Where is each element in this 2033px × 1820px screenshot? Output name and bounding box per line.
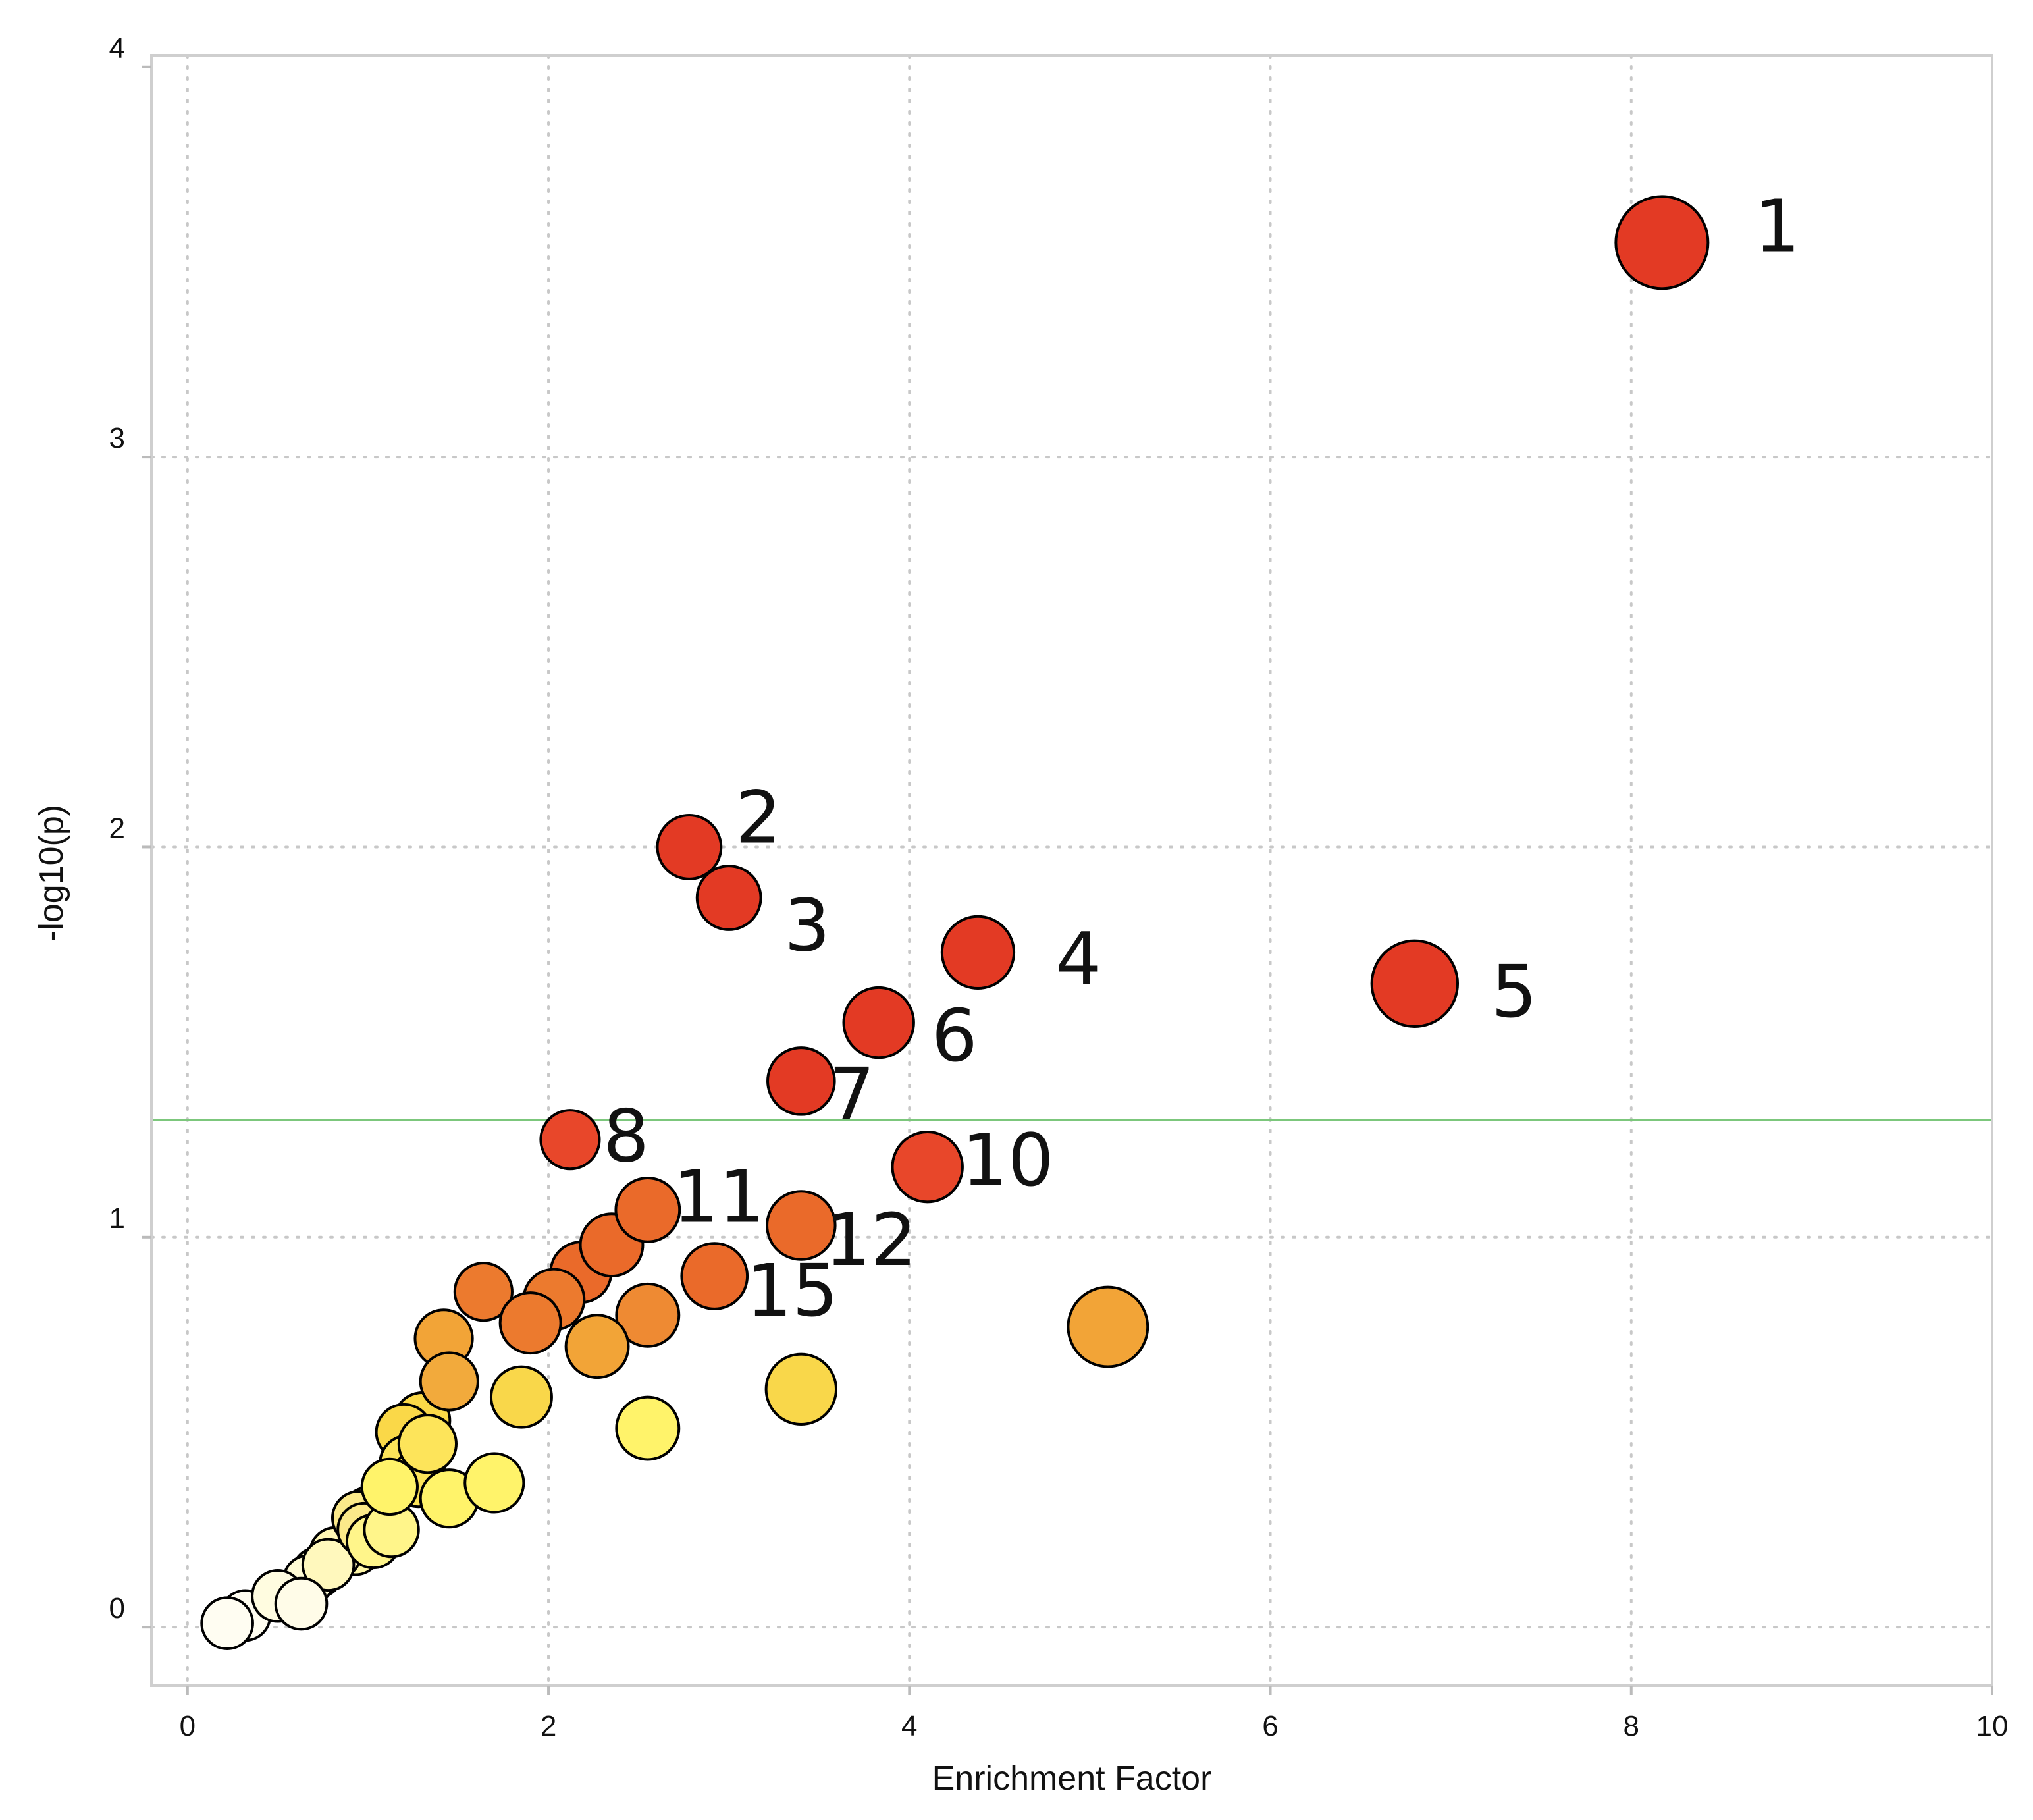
point-label-4: 4	[1055, 917, 1101, 1001]
data-point-2	[695, 865, 762, 931]
x-tick-label-5: 10	[1976, 1710, 2009, 1742]
x-axis-title: Enrichment Factor	[932, 1759, 1212, 1798]
point-label-8: 8	[603, 1094, 649, 1179]
data-point-8	[891, 1130, 964, 1204]
data-point-23	[489, 1365, 553, 1429]
data-point-15	[498, 1291, 562, 1355]
data-point-31	[463, 1452, 525, 1514]
point-label-10: 10	[962, 1118, 1054, 1202]
data-point-22	[764, 1352, 838, 1426]
data-point-30	[360, 1457, 419, 1516]
point-label-1: 1	[1754, 184, 1800, 268]
y-tick-label-1: 1	[109, 1202, 125, 1235]
x-tick-label-1: 2	[541, 1710, 556, 1742]
point-label-3: 3	[784, 883, 830, 967]
y-tick-label-2: 2	[109, 812, 125, 844]
data-point-9	[614, 1176, 681, 1243]
data-point-1	[656, 814, 723, 880]
data-point-44	[274, 1576, 329, 1631]
data-point-20	[1067, 1285, 1149, 1368]
data-points	[200, 195, 1710, 1651]
data-point-6	[766, 1046, 836, 1116]
data-point-16	[453, 1262, 514, 1322]
data-point-10	[766, 1190, 837, 1261]
y-tick-label-0: 0	[109, 1592, 125, 1624]
data-point-0	[1614, 195, 1710, 290]
x-tick-label-4: 8	[1624, 1710, 1639, 1742]
data-point-46	[200, 1596, 254, 1651]
plot-frame	[150, 54, 1993, 1687]
data-point-17	[615, 1282, 681, 1348]
data-point-27	[397, 1414, 458, 1474]
point-label-2: 2	[735, 775, 781, 859]
data-point-4	[1370, 939, 1460, 1028]
x-tick-label-3: 6	[1262, 1710, 1278, 1742]
data-point-21	[419, 1351, 479, 1412]
y-tick-label-3: 3	[109, 422, 125, 454]
point-label-12: 12	[825, 1198, 917, 1282]
point-label-5: 5	[1491, 950, 1537, 1034]
y-tick-label-4: 4	[109, 32, 125, 65]
data-point-40	[301, 1538, 356, 1592]
data-point-18	[564, 1314, 630, 1379]
data-point-3	[940, 915, 1016, 990]
point-label-6: 6	[932, 994, 978, 1078]
data-point-24	[615, 1395, 681, 1461]
point-label-11: 11	[673, 1154, 765, 1239]
grid-layer	[150, 54, 1993, 1687]
data-point-7	[539, 1109, 601, 1171]
x-tick-label-2: 4	[901, 1710, 917, 1742]
x-tick-label-0: 0	[180, 1710, 196, 1742]
data-point-11	[680, 1242, 749, 1310]
point-label-7: 7	[829, 1052, 875, 1137]
y-axis-title: -log10(p)	[32, 805, 70, 942]
data-point-5	[842, 986, 915, 1059]
point-label-15: 15	[746, 1248, 838, 1333]
plot-area-border	[150, 54, 1993, 1687]
